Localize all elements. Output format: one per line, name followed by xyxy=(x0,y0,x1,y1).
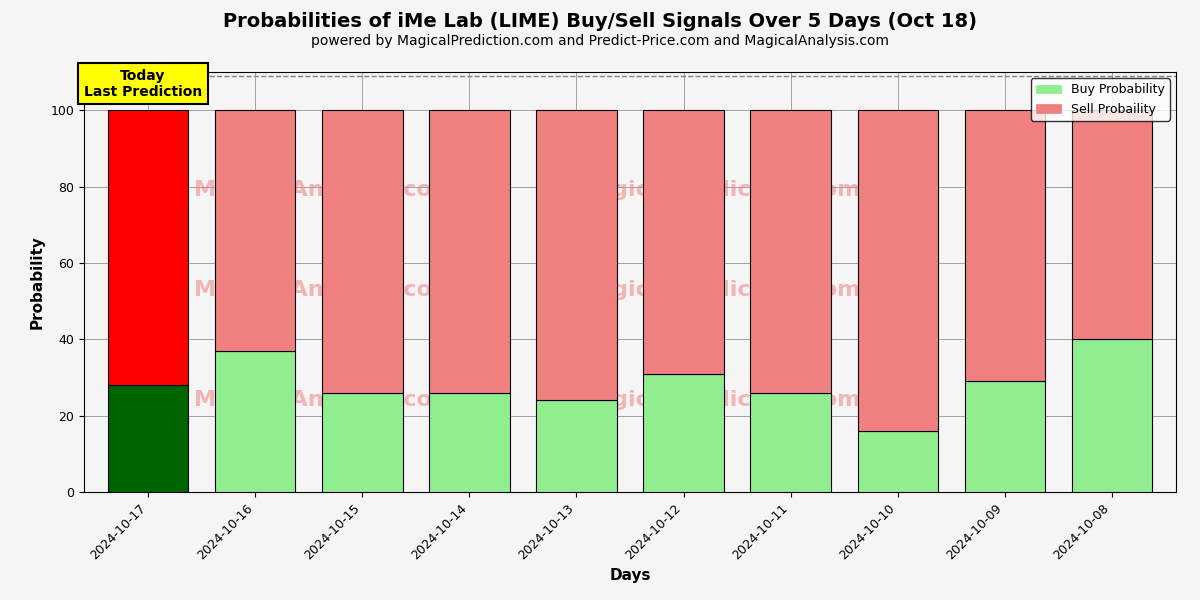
Bar xyxy=(643,374,724,492)
Bar xyxy=(750,110,830,393)
Bar xyxy=(215,351,295,492)
Legend: Buy Probability, Sell Probaility: Buy Probability, Sell Probaility xyxy=(1031,78,1170,121)
Bar xyxy=(323,110,402,393)
Bar xyxy=(430,110,510,393)
Bar xyxy=(536,400,617,492)
Text: MagicalPrediction.com: MagicalPrediction.com xyxy=(575,280,860,301)
Text: MagicalAnalysis.com: MagicalAnalysis.com xyxy=(193,389,455,410)
Bar xyxy=(215,110,295,351)
X-axis label: Days: Days xyxy=(610,568,650,583)
Text: MagicalPrediction.com: MagicalPrediction.com xyxy=(575,179,860,200)
Bar xyxy=(536,110,617,400)
Bar xyxy=(108,110,188,385)
Bar xyxy=(323,393,402,492)
Bar xyxy=(430,393,510,492)
Text: MagicalAnalysis.com: MagicalAnalysis.com xyxy=(193,179,455,200)
Bar xyxy=(750,393,830,492)
Text: Today
Last Prediction: Today Last Prediction xyxy=(84,68,202,99)
Bar xyxy=(965,110,1045,381)
Bar xyxy=(1072,110,1152,339)
Y-axis label: Probability: Probability xyxy=(30,235,44,329)
Text: powered by MagicalPrediction.com and Predict-Price.com and MagicalAnalysis.com: powered by MagicalPrediction.com and Pre… xyxy=(311,34,889,48)
Text: Probabilities of iMe Lab (LIME) Buy/Sell Signals Over 5 Days (Oct 18): Probabilities of iMe Lab (LIME) Buy/Sell… xyxy=(223,12,977,31)
Bar xyxy=(1072,339,1152,492)
Bar xyxy=(858,110,937,431)
Bar xyxy=(858,431,937,492)
Bar xyxy=(108,385,188,492)
Text: MagicalPrediction.com: MagicalPrediction.com xyxy=(575,389,860,410)
Text: MagicalAnalysis.com: MagicalAnalysis.com xyxy=(193,280,455,301)
Bar xyxy=(965,381,1045,492)
Bar xyxy=(643,110,724,374)
